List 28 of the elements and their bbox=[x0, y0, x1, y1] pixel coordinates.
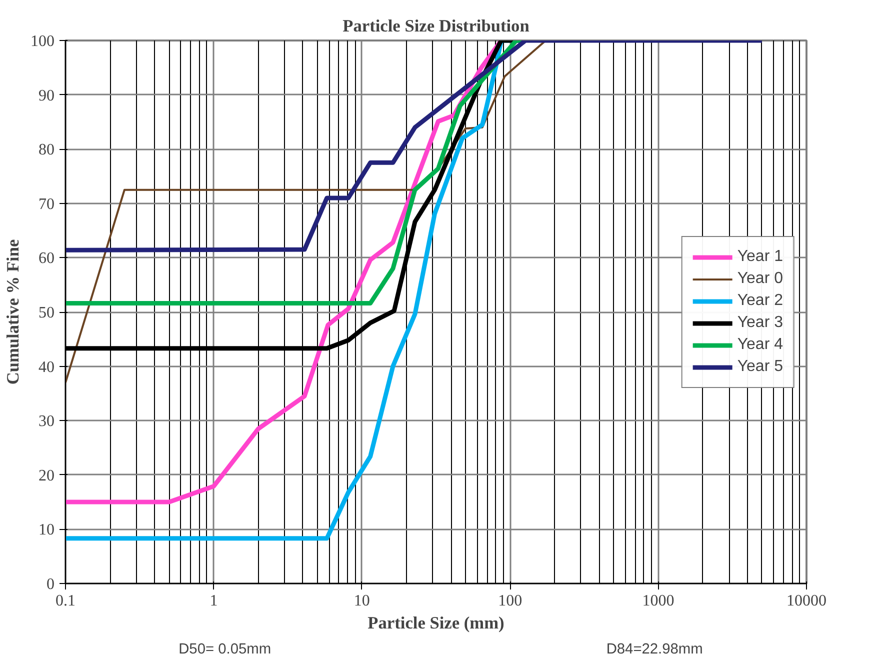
legend-label: Year 3 bbox=[737, 314, 783, 332]
x-tick-label: 10000 bbox=[786, 592, 826, 610]
y-tick-label: 100 bbox=[30, 33, 54, 50]
legend-label: Year 5 bbox=[737, 358, 783, 376]
y-tick-label: 50 bbox=[38, 304, 54, 322]
y-axis-title: Cumulative % Fine bbox=[4, 239, 22, 385]
text: D50= 0.05mm bbox=[178, 642, 272, 658]
text: D84=22.98mm bbox=[606, 642, 703, 658]
y-tick-label: 10 bbox=[38, 522, 54, 539]
x-tick-label: 10 bbox=[354, 592, 370, 610]
legend-label: Year 1 bbox=[737, 248, 783, 266]
y-tick-label: 60 bbox=[38, 250, 54, 268]
x-tick-label: 1000 bbox=[642, 592, 674, 610]
y-tick-label: 70 bbox=[38, 196, 54, 213]
x-tick-label: 0.1 bbox=[56, 592, 76, 610]
x-tick-label: 100 bbox=[498, 592, 522, 610]
y-tick-label: 20 bbox=[38, 467, 54, 484]
legend-label: Year 4 bbox=[737, 336, 783, 354]
x-tick-label: 1 bbox=[210, 592, 218, 610]
y-tick-label: 40 bbox=[38, 358, 54, 376]
legend-label: Year 0 bbox=[737, 270, 783, 288]
x-axis-title: Particle Size (mm) bbox=[368, 614, 505, 632]
y-tick-label: 90 bbox=[38, 87, 54, 104]
legend-label: Year 2 bbox=[737, 292, 783, 310]
y-tick-label: 30 bbox=[38, 413, 54, 430]
y-tick-label: 0 bbox=[46, 576, 54, 593]
chart-title: Particle Size Distribution bbox=[342, 16, 530, 36]
y-tick-label: 80 bbox=[38, 142, 54, 159]
